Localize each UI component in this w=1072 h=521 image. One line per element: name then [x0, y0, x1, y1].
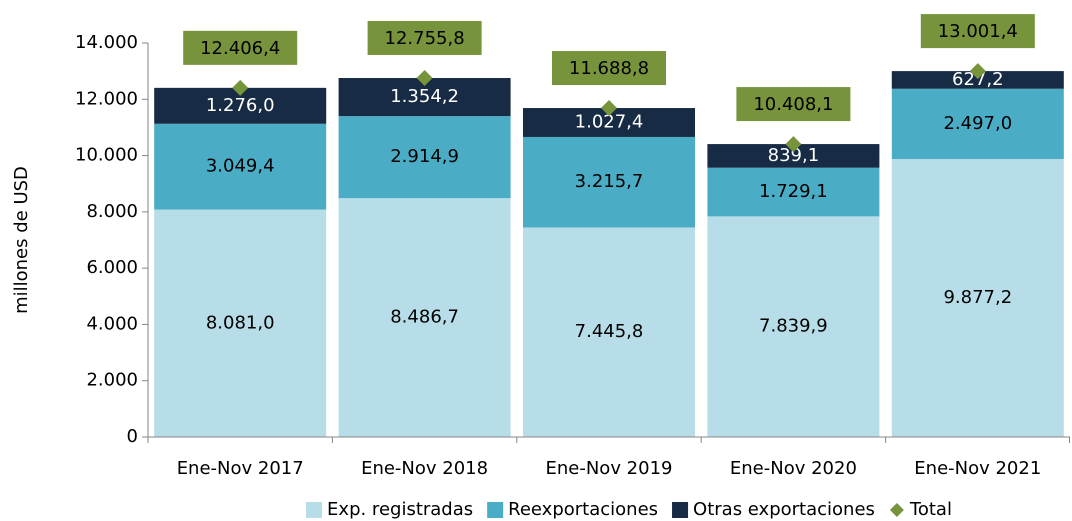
total-label-box — [367, 21, 482, 56]
data-label: 839,1 — [768, 145, 820, 166]
data-label: 3.215,7 — [575, 171, 644, 192]
legend-swatch — [487, 502, 504, 518]
y-tick-label: 2.000 — [86, 370, 138, 391]
legend-label: Otras exportaciones — [693, 499, 875, 520]
x-tick-label: Ene-Nov 2019 — [545, 458, 672, 479]
y-tick-label: 12.000 — [75, 88, 138, 109]
y-tick-label: 8.000 — [86, 201, 138, 222]
bar-segment — [707, 216, 880, 437]
legend-label: Total — [909, 499, 952, 520]
total-marker — [969, 63, 986, 80]
total-marker — [416, 70, 433, 87]
legend-label: Exp. registradas — [327, 499, 473, 520]
data-label: 2.497,0 — [943, 113, 1012, 134]
total-marker — [785, 136, 802, 153]
legend-item: Total — [889, 499, 952, 520]
total-label-box — [920, 14, 1035, 49]
legend-item: Exp. registradas — [306, 499, 473, 520]
bar-segment — [154, 209, 327, 437]
y-tick-label: 4.000 — [86, 313, 138, 334]
y-tick-label: 6.000 — [86, 257, 138, 278]
total-marker — [601, 100, 617, 117]
data-label: 1.354,2 — [390, 86, 459, 107]
total-label-box — [183, 30, 298, 65]
data-label: 12.406,4 — [200, 38, 280, 59]
data-label: 1.027,4 — [575, 111, 644, 132]
total-label-box — [552, 51, 666, 86]
legend-swatch — [672, 502, 689, 518]
data-label: 7.839,9 — [759, 316, 828, 337]
bar-segment — [891, 88, 1064, 160]
bar-segment — [891, 159, 1064, 437]
legend-swatch — [306, 502, 323, 518]
legend-marker — [889, 503, 904, 517]
data-label: 3.049,4 — [206, 156, 275, 177]
bar-segment — [338, 116, 511, 199]
data-label: 8.486,7 — [390, 307, 459, 328]
data-label: 1.276,0 — [206, 95, 275, 116]
data-label: 1.729,1 — [759, 181, 828, 202]
legend-item: Otras exportaciones — [672, 499, 875, 520]
bar-segment — [338, 198, 511, 437]
bar-segment — [523, 227, 695, 437]
bar-segment — [891, 71, 1064, 89]
data-label: 13.001,4 — [938, 21, 1018, 42]
data-label: 11.688,8 — [569, 58, 649, 79]
bar-segment — [707, 167, 880, 217]
x-tick-label: Ene-Nov 2021 — [914, 458, 1041, 479]
data-label: 627,2 — [952, 69, 1004, 90]
legend-item: Reexportaciones — [487, 499, 658, 520]
total-marker — [232, 79, 249, 96]
total-label-box — [736, 87, 851, 122]
y-tick-label: 14.000 — [75, 32, 138, 53]
x-tick-label: Ene-Nov 2017 — [177, 458, 304, 479]
legend: Exp. registradas Reexportaciones Otras exp… — [306, 499, 952, 520]
legend-label: Reexportaciones — [508, 499, 658, 520]
bar-segment — [707, 144, 880, 168]
y-tick-label: 10.000 — [75, 145, 138, 166]
data-label: 9.877,2 — [943, 287, 1012, 308]
y-axis-label: millones de USD — [11, 166, 32, 314]
bar-segment — [523, 136, 695, 228]
bar-segment — [154, 123, 327, 210]
x-tick-label: Ene-Nov 2018 — [361, 458, 488, 479]
data-label: 8.081,0 — [206, 312, 275, 333]
y-tick-label: 0 — [127, 426, 138, 447]
x-tick-label: Ene-Nov 2020 — [730, 458, 857, 479]
data-label: 7.445,8 — [575, 321, 644, 342]
data-label: 2.914,9 — [390, 146, 459, 167]
data-label: 10.408,1 — [753, 94, 833, 115]
data-label: 12.755,8 — [385, 28, 465, 49]
